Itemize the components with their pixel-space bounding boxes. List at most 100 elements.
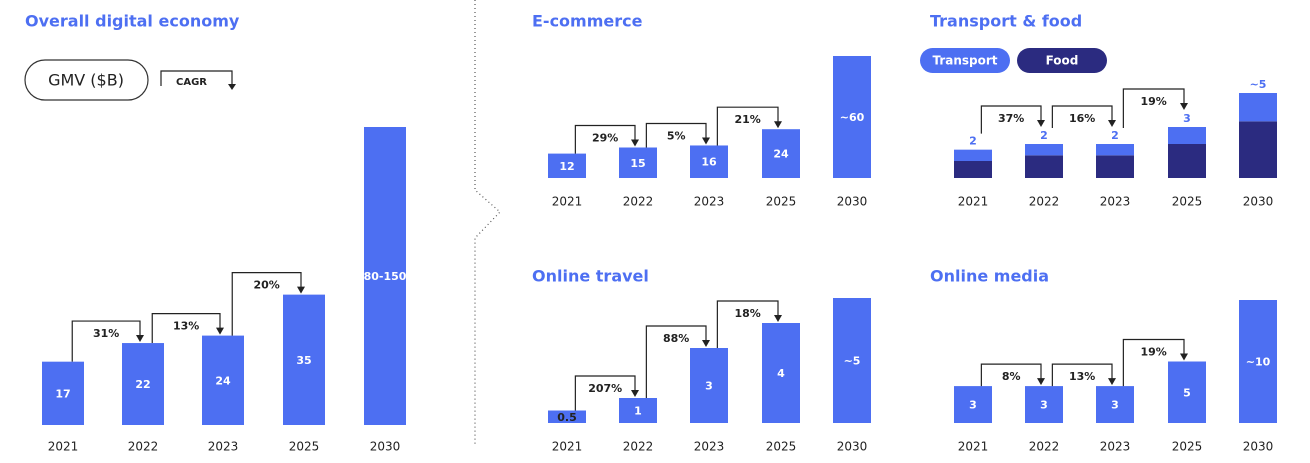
cagr-label: 8% (1002, 370, 1021, 383)
x-tick-label: 2021 (958, 195, 989, 209)
x-tick-label: 2021 (552, 440, 583, 454)
value-label: 3 (705, 380, 713, 393)
value-label: 16 (701, 156, 717, 169)
bar-segment (1096, 155, 1134, 178)
value-label: 3 (1183, 112, 1191, 125)
separator (474, 0, 501, 445)
cagr-arrow (980, 363, 1042, 387)
bar (548, 153, 586, 178)
x-tick-label: 2030 (1243, 440, 1274, 454)
x-tick-label: 2023 (694, 195, 725, 209)
cagr-arrowhead (216, 327, 224, 335)
unit-pill (24, 59, 149, 101)
bar (762, 129, 800, 178)
cagr-label: 20% (253, 279, 279, 292)
chart-title: Online media (930, 267, 1049, 286)
value-label: 2 (1111, 129, 1119, 142)
bar (619, 147, 657, 178)
cagr-arrowhead (1037, 120, 1045, 127)
chart-title: E-commerce (532, 12, 643, 31)
bar (690, 145, 728, 178)
value-label: ~60 (840, 111, 865, 124)
value-label: ~10 (1246, 356, 1271, 369)
legend-label: Transport (932, 54, 997, 68)
bar-segment (1025, 155, 1063, 178)
cagr-label: 19% (1141, 346, 1167, 359)
value-label: 3 (1040, 399, 1048, 412)
bar (833, 56, 871, 178)
x-tick-label: 2030 (837, 440, 868, 454)
bar-segment (1096, 144, 1134, 156)
bar-segment (1239, 93, 1277, 122)
cagr-legend-bracket (160, 70, 233, 86)
value-label: ~5 (1250, 78, 1267, 91)
cagr-arrowhead (774, 315, 782, 322)
x-tick-label: 2025 (1172, 195, 1203, 209)
value-label: 24 (215, 374, 231, 387)
bar (202, 335, 244, 425)
cagr-legend-arrow (228, 84, 236, 90)
bar (690, 348, 728, 423)
bar (364, 127, 406, 425)
x-tick-label: 2025 (289, 440, 320, 454)
value-label: 3 (969, 399, 977, 412)
cagr-arrowhead (774, 121, 782, 129)
value-label: 4 (777, 367, 785, 380)
cagr-arrow (574, 375, 636, 411)
value-label: 2 (969, 135, 977, 148)
cagr-arrow (1051, 363, 1113, 387)
cagr-arrow (645, 122, 707, 148)
x-tick-label: 2025 (766, 440, 797, 454)
x-tick-label: 2022 (623, 195, 654, 209)
bar-segment (1168, 144, 1206, 178)
cagr-label: 16% (1069, 112, 1095, 125)
cagr-label: 31% (93, 327, 119, 340)
legend-label: Food (1046, 54, 1079, 68)
bar (1168, 361, 1206, 423)
cagr-arrow (151, 313, 221, 344)
chart-title: Overall digital economy (25, 12, 240, 31)
cagr-arrow (71, 320, 141, 362)
value-label: 15 (630, 157, 645, 170)
bar (548, 410, 586, 423)
x-tick-label: 2025 (1172, 440, 1203, 454)
value-label: 1 (634, 405, 642, 418)
bar (1239, 300, 1277, 423)
bar (42, 361, 84, 425)
cagr-label: 13% (173, 320, 199, 333)
cagr-label: 88% (663, 332, 689, 345)
value-label: 2 (1040, 129, 1048, 142)
x-tick-label: 2030 (1243, 195, 1274, 209)
x-tick-label: 2023 (208, 440, 239, 454)
cagr-label: 21% (735, 113, 761, 126)
x-tick-label: 2022 (1029, 195, 1060, 209)
bar-segment (1239, 121, 1277, 178)
x-tick-label: 2030 (370, 440, 401, 454)
x-tick-label: 2021 (48, 440, 79, 454)
cagr-arrowhead (631, 139, 639, 147)
cagr-label: 19% (1141, 95, 1167, 108)
value-label: 12 (559, 160, 574, 173)
x-tick-label: 2023 (694, 440, 725, 454)
cagr-arrow (1122, 338, 1185, 387)
cagr-label: 18% (735, 307, 761, 320)
cagr-arrow (1051, 105, 1113, 128)
cagr-arrow (716, 300, 779, 348)
value-label: 80-150 (364, 270, 407, 283)
cagr-arrow (716, 106, 779, 146)
bar-segment (1025, 144, 1063, 156)
x-tick-label: 2021 (958, 440, 989, 454)
value-label: 17 (55, 387, 70, 400)
value-label: 3 (1111, 399, 1119, 412)
cagr-arrow (231, 272, 302, 336)
legend-pill (920, 48, 1010, 73)
x-tick-label: 2023 (1100, 195, 1131, 209)
legend-pill (1017, 48, 1107, 73)
bar (1096, 386, 1134, 423)
cagr-arrowhead (297, 286, 305, 294)
value-label: 24 (773, 148, 789, 161)
bar (954, 386, 992, 423)
bar (619, 398, 657, 423)
cagr-arrow (1122, 88, 1185, 128)
